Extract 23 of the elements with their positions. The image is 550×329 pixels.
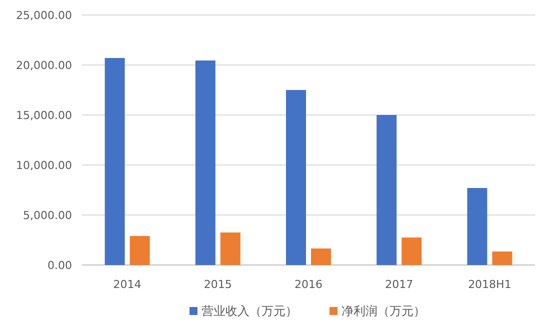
x-tick-label: 2016 [294,278,322,291]
x-tick-label: 2014 [113,278,142,291]
bar [286,90,306,265]
bar [402,238,422,265]
legend-label: 营业收入（万元） [202,304,298,318]
bar [220,232,240,265]
x-tick-label: 2018H1 [468,278,512,291]
y-tick-label: 15,000.00 [16,109,72,122]
bar [492,252,512,265]
y-tick-label: 20,000.00 [16,59,72,72]
bar [311,248,331,265]
bar [104,58,125,265]
y-tick-label: 25,000.00 [16,9,72,22]
legend-label: 净利润（万元） [342,304,426,318]
bar [467,188,488,265]
bar [195,60,216,265]
bar [376,115,397,265]
y-tick-label: 5,000.00 [23,209,72,222]
bar [130,236,150,265]
y-tick-label: 0.00 [48,259,72,272]
x-tick-label: 2017 [385,278,414,291]
y-tick-label: 10,000.00 [16,159,72,172]
x-tick-label: 2015 [204,278,232,291]
